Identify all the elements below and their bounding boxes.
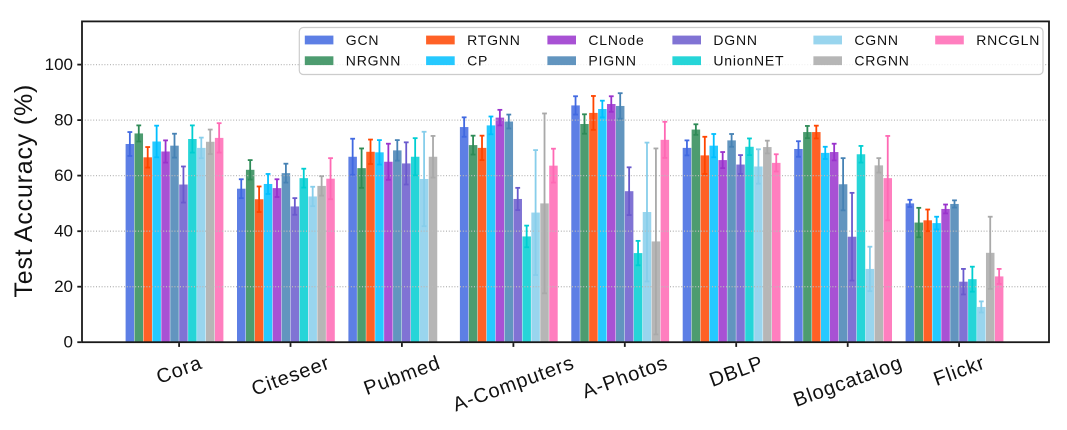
svg-text:GCN: GCN — [346, 32, 380, 48]
svg-text:0: 0 — [64, 333, 73, 352]
svg-text:Test Accuracy (%): Test Accuracy (%) — [10, 84, 38, 298]
svg-text:80: 80 — [54, 111, 73, 130]
svg-text:RTGNN: RTGNN — [467, 32, 521, 48]
svg-text:CLNode: CLNode — [588, 32, 644, 48]
svg-text:NRGNN: NRGNN — [346, 53, 401, 69]
svg-text:40: 40 — [54, 222, 73, 241]
svg-text:DGNN: DGNN — [713, 32, 757, 48]
svg-text:20: 20 — [54, 277, 73, 296]
svg-text:PIGNN: PIGNN — [588, 53, 636, 69]
svg-text:CP: CP — [467, 53, 488, 69]
svg-text:CGNN: CGNN — [854, 32, 898, 48]
svg-text:100: 100 — [45, 55, 73, 74]
svg-text:CRGNN: CRGNN — [854, 53, 909, 69]
svg-text:60: 60 — [54, 166, 73, 185]
svg-text:UnionNET: UnionNET — [713, 53, 784, 69]
svg-text:RNCGLN: RNCGLN — [976, 32, 1040, 48]
